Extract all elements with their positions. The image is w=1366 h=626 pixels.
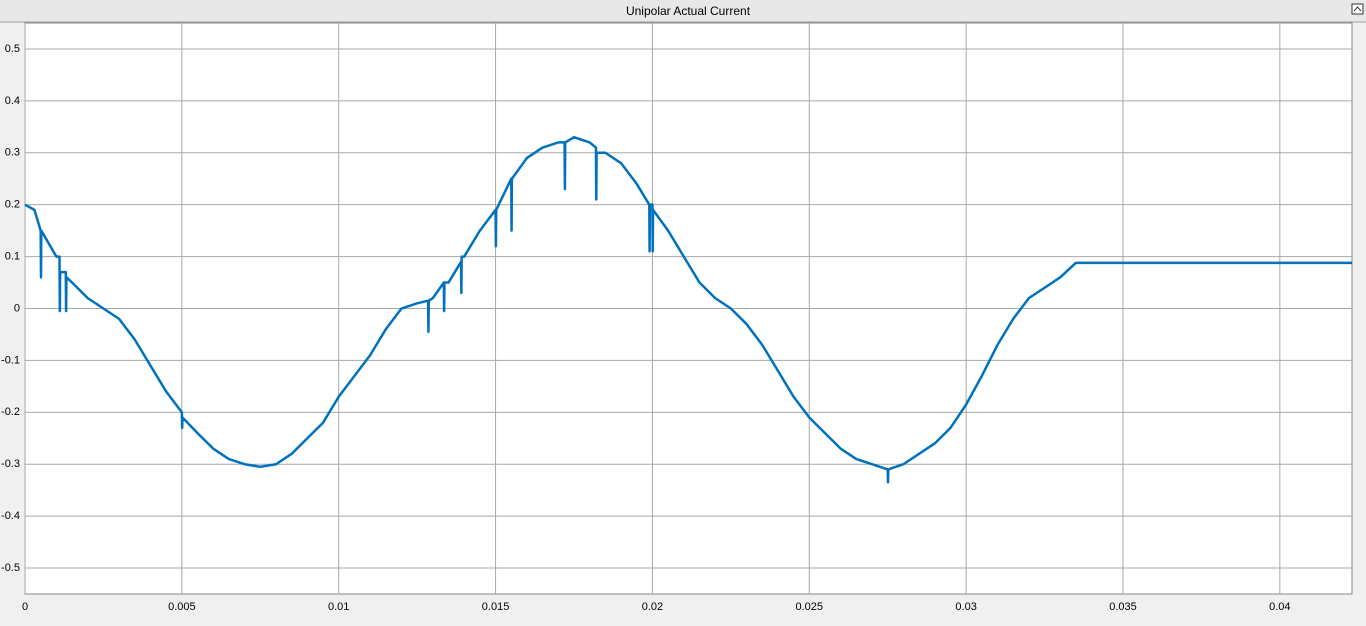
y-tick-label: 0 bbox=[14, 302, 20, 314]
chart-title: Unipolar Actual Current bbox=[626, 4, 751, 18]
title-bar bbox=[0, 0, 1366, 22]
y-tick-label: 0.5 bbox=[5, 43, 20, 55]
x-tick-label: 0 bbox=[22, 601, 28, 613]
y-tick-label: 0.2 bbox=[5, 199, 20, 211]
x-tick-label: 0.005 bbox=[168, 601, 196, 613]
undock-button[interactable] bbox=[1351, 3, 1364, 15]
y-tick-label: -0.4 bbox=[1, 510, 20, 522]
x-tick-label: 0.03 bbox=[955, 601, 976, 613]
x-tick-label: 0.01 bbox=[328, 601, 349, 613]
x-tick-label: 0.02 bbox=[642, 601, 663, 613]
y-tick-label: -0.1 bbox=[1, 354, 20, 366]
x-tick-label: 0.015 bbox=[482, 601, 510, 613]
data-line bbox=[24, 135, 1352, 484]
x-tick-label: 0.025 bbox=[796, 601, 824, 613]
y-tick-label: -0.5 bbox=[1, 562, 20, 574]
x-tick-label: 0.035 bbox=[1109, 601, 1137, 613]
y-tick-label: -0.2 bbox=[1, 406, 20, 418]
y-tick-label: -0.3 bbox=[1, 458, 20, 470]
y-tick-label: 0.4 bbox=[5, 95, 20, 107]
y-tick-label: 0.1 bbox=[5, 250, 20, 262]
y-tick-label: 0.3 bbox=[5, 147, 20, 159]
x-tick-label: 0.04 bbox=[1269, 601, 1290, 613]
